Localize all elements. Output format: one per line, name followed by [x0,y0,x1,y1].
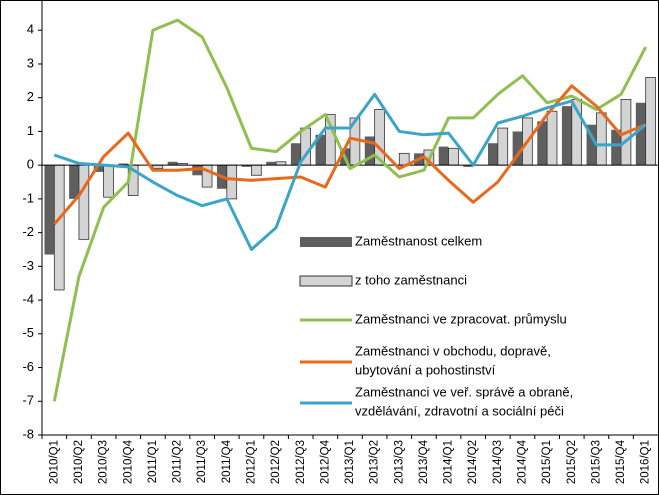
bar [635,102,646,166]
bar [290,143,301,166]
x-tick-label: 2011/Q2 [172,440,184,483]
x-tick-label: 2010/Q4 [122,439,134,484]
x-tick-label: 2014/Q3 [492,440,504,484]
y-tick-label: -2 [22,224,34,239]
y-tick-label: -1 [22,190,34,205]
bar [586,124,597,166]
bar [118,163,129,166]
bar [463,165,474,167]
legend-label: Zaměstnanost celkem [355,233,482,248]
x-tick-label: 2010/Q3 [98,440,110,484]
x-tick-label: 2013/Q1 [344,440,356,484]
bar [561,106,572,166]
bar [448,147,459,166]
x-tick-label: 2012/Q1 [245,440,257,484]
bar [487,143,498,166]
bar [53,164,65,291]
x-tick-label: 2013/Q3 [393,440,405,484]
bar [364,136,375,166]
x-tick-label: 2015/Q2 [566,440,578,484]
x-tick-label: 2012/Q4 [319,439,331,484]
legend-swatch [300,237,352,247]
x-tick-label: 2013/Q4 [418,439,430,484]
bar [537,121,548,166]
legend-label: Zaměstnanci v obchodu, dopravě, ubytování… [355,344,551,378]
y-tick-label: 1 [27,123,34,138]
legend-label: Zaměstnanci ve zpracovat. průmyslu [355,311,567,326]
x-tick-label: 2010/Q1 [48,440,60,484]
bar [226,164,238,200]
x-tick-label: 2011/Q1 [147,440,159,483]
bar [546,110,558,166]
legend-label: z toho zaměstnanci [355,272,467,287]
x-tick-label: 2014/Q4 [517,439,529,484]
bar [266,161,277,166]
legend-label: Zaměstnanci ve veř. správě a obraně, vzdě… [355,385,573,419]
x-tick-label: 2014/Q2 [467,440,479,484]
bar [69,165,79,199]
y-tick-label: -7 [22,393,34,408]
y-tick-label: -6 [22,359,34,374]
legend-swatch [299,275,353,287]
x-tick-label: 2011/Q3 [196,440,208,483]
x-tick-label: 2015/Q3 [590,440,602,484]
bar [103,164,114,198]
bar [512,131,523,166]
x-tick-label: 2012/Q3 [295,440,307,484]
bar [497,127,509,166]
line-series [53,92,647,251]
bar [93,165,104,172]
bar [315,134,326,166]
bar [152,164,164,169]
x-tick-label: 2016/Q1 [640,440,652,484]
y-tick-label: 2 [27,89,34,104]
legend: Zaměstnanost celkem z toho zaměstnanci Zam… [299,233,573,419]
y-tick-label: 0 [27,157,34,172]
y-tick-label: 4 [27,22,34,37]
y-tick-label: -5 [22,325,34,340]
y-tick-label: -8 [22,426,34,441]
x-tick-label: 2015/Q4 [615,439,627,484]
bar [275,161,287,166]
x-tick-label: 2013/Q2 [369,440,381,484]
x-tick-label: 2010/Q2 [73,440,85,484]
x-tick-label: 2011/Q4 [221,439,233,483]
line-series [53,84,647,226]
bar [251,164,262,176]
bar [78,164,90,240]
x-tick-label: 2014/Q1 [443,440,455,484]
x-tick-label: 2015/Q1 [541,440,553,484]
bar [44,165,55,255]
y-tick-label: 3 [27,55,34,70]
bar [645,77,656,166]
line-series [52,18,648,402]
bar [438,146,449,166]
y-tick-label: -3 [22,258,34,273]
bar [241,165,252,167]
x-tick-label: 2012/Q2 [270,440,282,484]
bar [596,112,607,166]
y-tick-label: -4 [22,292,34,307]
bar [611,129,622,166]
bar [167,161,178,166]
